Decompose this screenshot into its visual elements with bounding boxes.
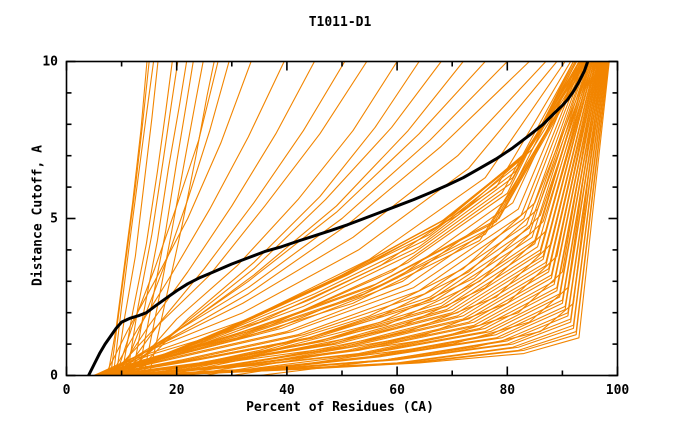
curves-layer xyxy=(87,61,610,376)
prediction-curve xyxy=(187,61,603,376)
axes-layer xyxy=(65,60,619,377)
prediction-curve xyxy=(121,61,173,376)
y-axis-title: Distance Cutoff, A xyxy=(30,145,46,286)
x-tick-label: 0 xyxy=(62,382,71,398)
prediction-curve xyxy=(159,61,610,376)
y-tick-label: 10 xyxy=(42,54,58,69)
prediction-curve xyxy=(115,61,585,376)
prediction-curve xyxy=(99,61,582,376)
prediction-curve xyxy=(203,61,605,376)
x-tick-label: 100 xyxy=(605,382,630,398)
prediction-curve xyxy=(104,61,252,376)
prediction-curve xyxy=(121,61,346,376)
prediction-curve xyxy=(176,61,601,376)
prediction-curve xyxy=(159,61,597,376)
prediction-curve xyxy=(121,61,230,376)
prediction-curve xyxy=(99,61,586,376)
y-tick-label: 5 xyxy=(50,211,58,226)
prediction-curve xyxy=(107,61,148,376)
prediction-curve xyxy=(143,61,591,376)
prediction-curve xyxy=(115,61,219,376)
prediction-curve xyxy=(99,61,587,376)
prediction-curve xyxy=(110,61,285,376)
prediction-curve xyxy=(112,61,155,376)
x-tick-label: 20 xyxy=(168,382,185,398)
prediction-curve xyxy=(99,61,583,376)
prediction-curve xyxy=(110,61,594,376)
prediction-curve xyxy=(165,61,599,376)
prediction-curve xyxy=(110,61,583,376)
prediction-curve xyxy=(126,61,398,376)
x-tick-label: 40 xyxy=(279,382,295,398)
prediction-curve xyxy=(93,61,572,376)
prediction-curve xyxy=(110,61,593,376)
prediction-curve xyxy=(110,61,368,376)
y-tick-label: 0 xyxy=(50,368,58,383)
prediction-curve xyxy=(148,61,593,376)
prediction-curve xyxy=(99,61,580,376)
prediction-curve xyxy=(121,61,588,376)
prediction-curve xyxy=(110,61,486,376)
prediction-curve xyxy=(148,61,215,376)
x-axis-title: Percent of Residues (CA) xyxy=(246,400,434,415)
prediction-curve xyxy=(110,61,150,376)
reference-curve xyxy=(87,61,590,376)
prediction-curve xyxy=(126,61,603,376)
prediction-curve xyxy=(99,61,574,376)
prediction-curve xyxy=(143,61,204,376)
prediction-curve xyxy=(93,61,558,376)
prediction-curve xyxy=(137,61,194,376)
prediction-curve xyxy=(115,61,159,376)
page-title: T1011-D1 xyxy=(308,15,372,30)
prediction-curve xyxy=(110,61,592,376)
x-tick-label: 60 xyxy=(389,382,405,398)
x-tick-label: 80 xyxy=(499,382,516,398)
prediction-curve xyxy=(104,61,508,376)
prediction-curve xyxy=(115,61,587,376)
prediction-curve xyxy=(154,61,594,376)
prediction-curve xyxy=(99,61,585,376)
prediction-curve xyxy=(231,61,608,376)
prediction-curve xyxy=(115,61,315,376)
prediction-curve xyxy=(258,61,610,376)
